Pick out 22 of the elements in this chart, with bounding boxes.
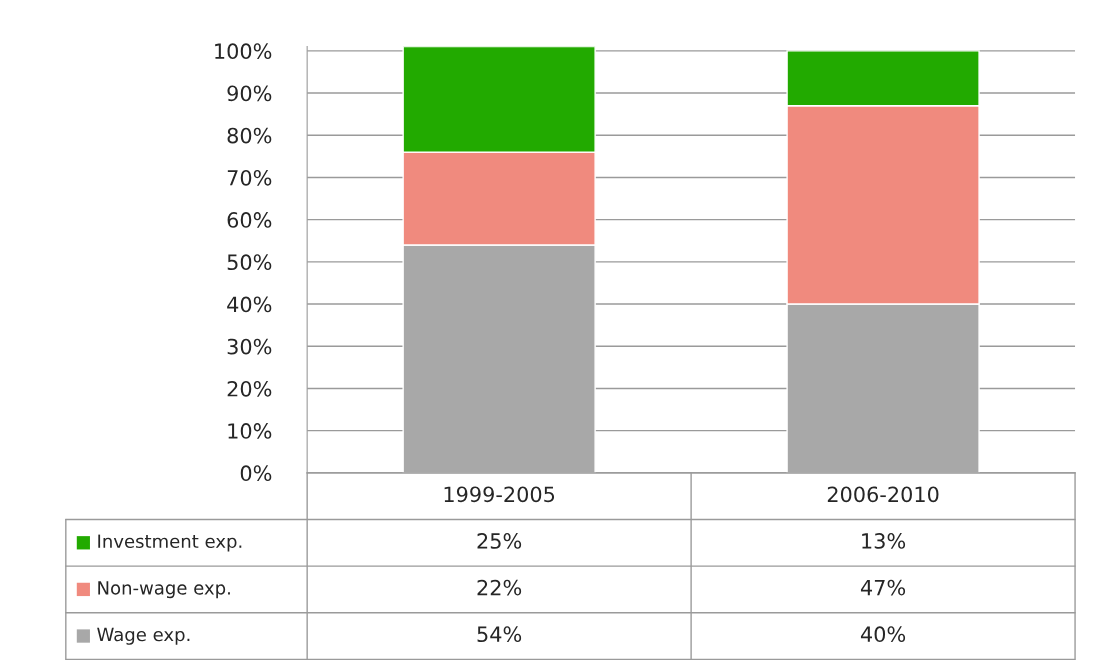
legend-label: Investment exp. xyxy=(98,534,242,552)
data-label: 22% xyxy=(477,579,522,596)
data-label: 47% xyxy=(860,579,906,596)
data-label: 25% xyxy=(477,533,522,549)
y-tick-label: 0% xyxy=(240,465,272,482)
data-label: 13% xyxy=(862,533,906,549)
x-tick-label: 2006-2010 xyxy=(827,486,939,503)
y-tick-label: 60% xyxy=(227,212,272,228)
y-tick-label: 10% xyxy=(228,423,272,439)
data-label: 54% xyxy=(477,626,522,643)
y-tick-label: 90% xyxy=(227,85,272,102)
y-tick-label: 20% xyxy=(227,380,272,397)
y-tick-label: 70% xyxy=(227,169,272,186)
legend-label: Non-wage exp. xyxy=(98,581,230,599)
y-tick-label: 40% xyxy=(227,296,272,313)
x-tick-label: 1999-2005 xyxy=(444,486,555,503)
data-label: 40% xyxy=(860,626,906,643)
y-tick-label: 50% xyxy=(227,254,272,271)
y-tick-label: 30% xyxy=(227,338,272,355)
y-tick-label: 100% xyxy=(215,43,272,60)
y-tick-label: 80% xyxy=(227,127,272,144)
legend-label: Wage exp. xyxy=(97,627,190,645)
